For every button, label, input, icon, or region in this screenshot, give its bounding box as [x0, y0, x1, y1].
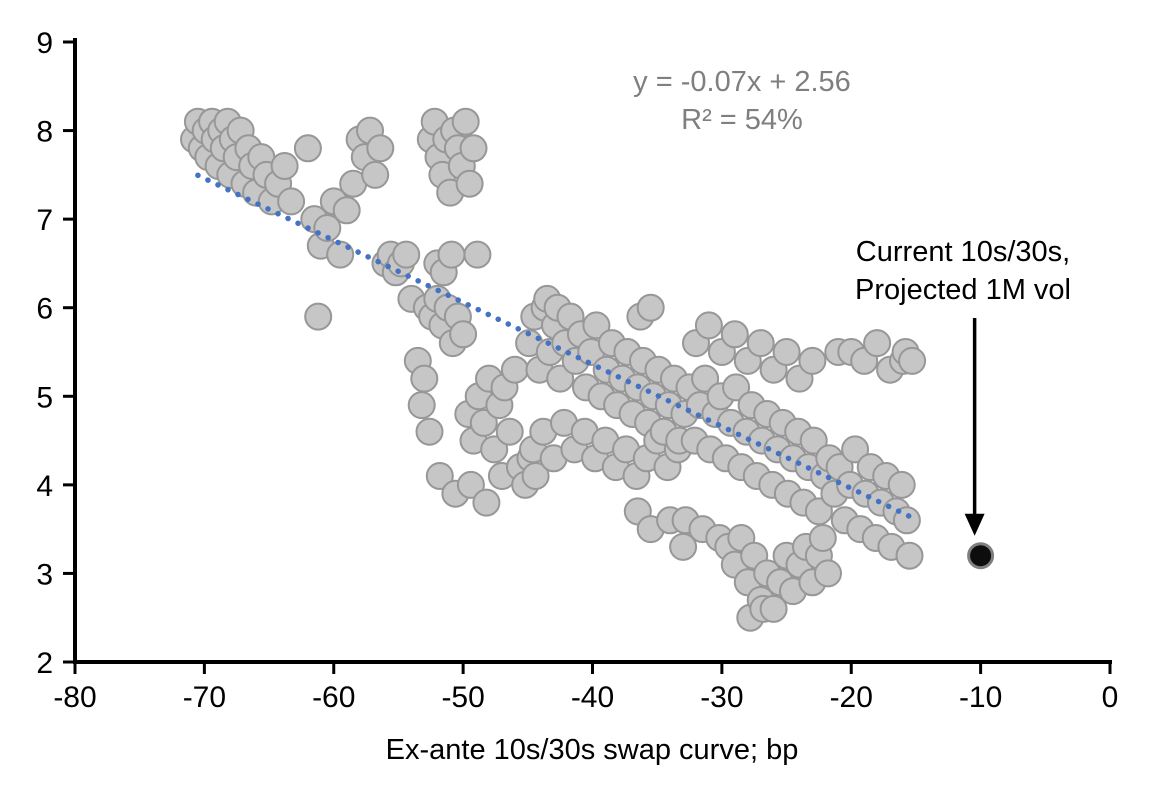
scatter-point	[814, 559, 842, 588]
scatter-point	[407, 391, 436, 420]
scatter-point	[366, 134, 395, 163]
scatter-point	[437, 240, 466, 269]
x-axis-title: Ex-ante 10s/30s swap curve; bp	[385, 734, 799, 766]
scatter-point	[772, 338, 801, 366]
trendline	[195, 172, 917, 521]
x-axis-tick-label: -20	[830, 681, 873, 714]
current-point-marker	[967, 542, 995, 570]
trendline-equation-label: y = -0.07x + 2.56	[633, 66, 851, 98]
scatter-point	[546, 364, 575, 393]
scatter-point	[463, 240, 492, 269]
y-axis-tick-label: 2	[36, 647, 53, 680]
x-axis-tick-label: 0	[1102, 681, 1119, 714]
scatter-point	[451, 107, 480, 136]
y-axis-tick-label: 4	[36, 470, 53, 503]
scatter-point	[804, 497, 833, 526]
scatter-point	[410, 364, 439, 393]
scatter-point	[694, 311, 723, 340]
scatter-point	[425, 462, 454, 490]
scatter-point	[799, 426, 828, 455]
x-axis-tick-label: -40	[571, 681, 614, 714]
scatter-point	[636, 293, 665, 322]
scatter-point	[459, 134, 488, 163]
scatter-point	[449, 320, 478, 349]
x-axis-tick-label: -30	[700, 681, 743, 714]
scatter-point	[469, 408, 498, 437]
y-axis-tick-label: 3	[36, 558, 53, 591]
annotation-line1: Current 10s/30s,	[855, 236, 1071, 268]
scatter-point	[293, 134, 322, 163]
scatter-point	[746, 329, 775, 358]
scatter-point	[722, 373, 751, 402]
y-axis-tick-label: 8	[36, 116, 53, 149]
scatter-point	[887, 470, 916, 499]
scatter-point	[480, 435, 509, 464]
scatter-point	[691, 364, 720, 393]
scatter-point	[798, 346, 827, 375]
scatter-point	[898, 346, 927, 375]
scatter-point	[392, 240, 421, 269]
trendline-r2-label: R² = 54%	[681, 104, 803, 136]
x-axis-tick-label: -60	[312, 681, 355, 714]
annotation-line2: Projected 1M vol	[855, 274, 1071, 306]
scatter-point	[808, 524, 837, 552]
scatter-point	[892, 506, 921, 535]
scatter-point	[841, 435, 870, 464]
scatter-point	[277, 187, 306, 216]
scatter-point	[455, 169, 484, 198]
scatter-point	[759, 594, 788, 623]
y-axis-tick-label: 6	[36, 293, 53, 326]
y-axis-tick-label: 7	[36, 204, 53, 237]
scatter-point	[332, 196, 361, 225]
x-axis-tick-label: -50	[441, 681, 484, 714]
x-axis-tick-label: -80	[53, 681, 96, 714]
x-axis-tick-label: -70	[183, 681, 226, 714]
scatter-point	[863, 329, 892, 358]
scatter-point	[361, 160, 390, 189]
x-axis-tick-label: -10	[959, 681, 1002, 714]
scatter-point	[313, 214, 342, 242]
scatter-point	[472, 488, 501, 517]
y-axis-tick-label: 9	[36, 27, 53, 60]
scatter-point	[582, 311, 611, 340]
scatter-point	[415, 417, 444, 446]
scatter-point	[270, 152, 299, 180]
y-axis-tick-label: 5	[36, 381, 53, 414]
scatter-point	[895, 541, 924, 570]
scatter-point	[304, 302, 333, 331]
annotation-arrow-head	[964, 513, 985, 536]
scatter-point	[500, 355, 529, 384]
scatter-point	[720, 320, 749, 349]
scatter-point	[495, 417, 524, 446]
scatter-point	[456, 470, 485, 499]
